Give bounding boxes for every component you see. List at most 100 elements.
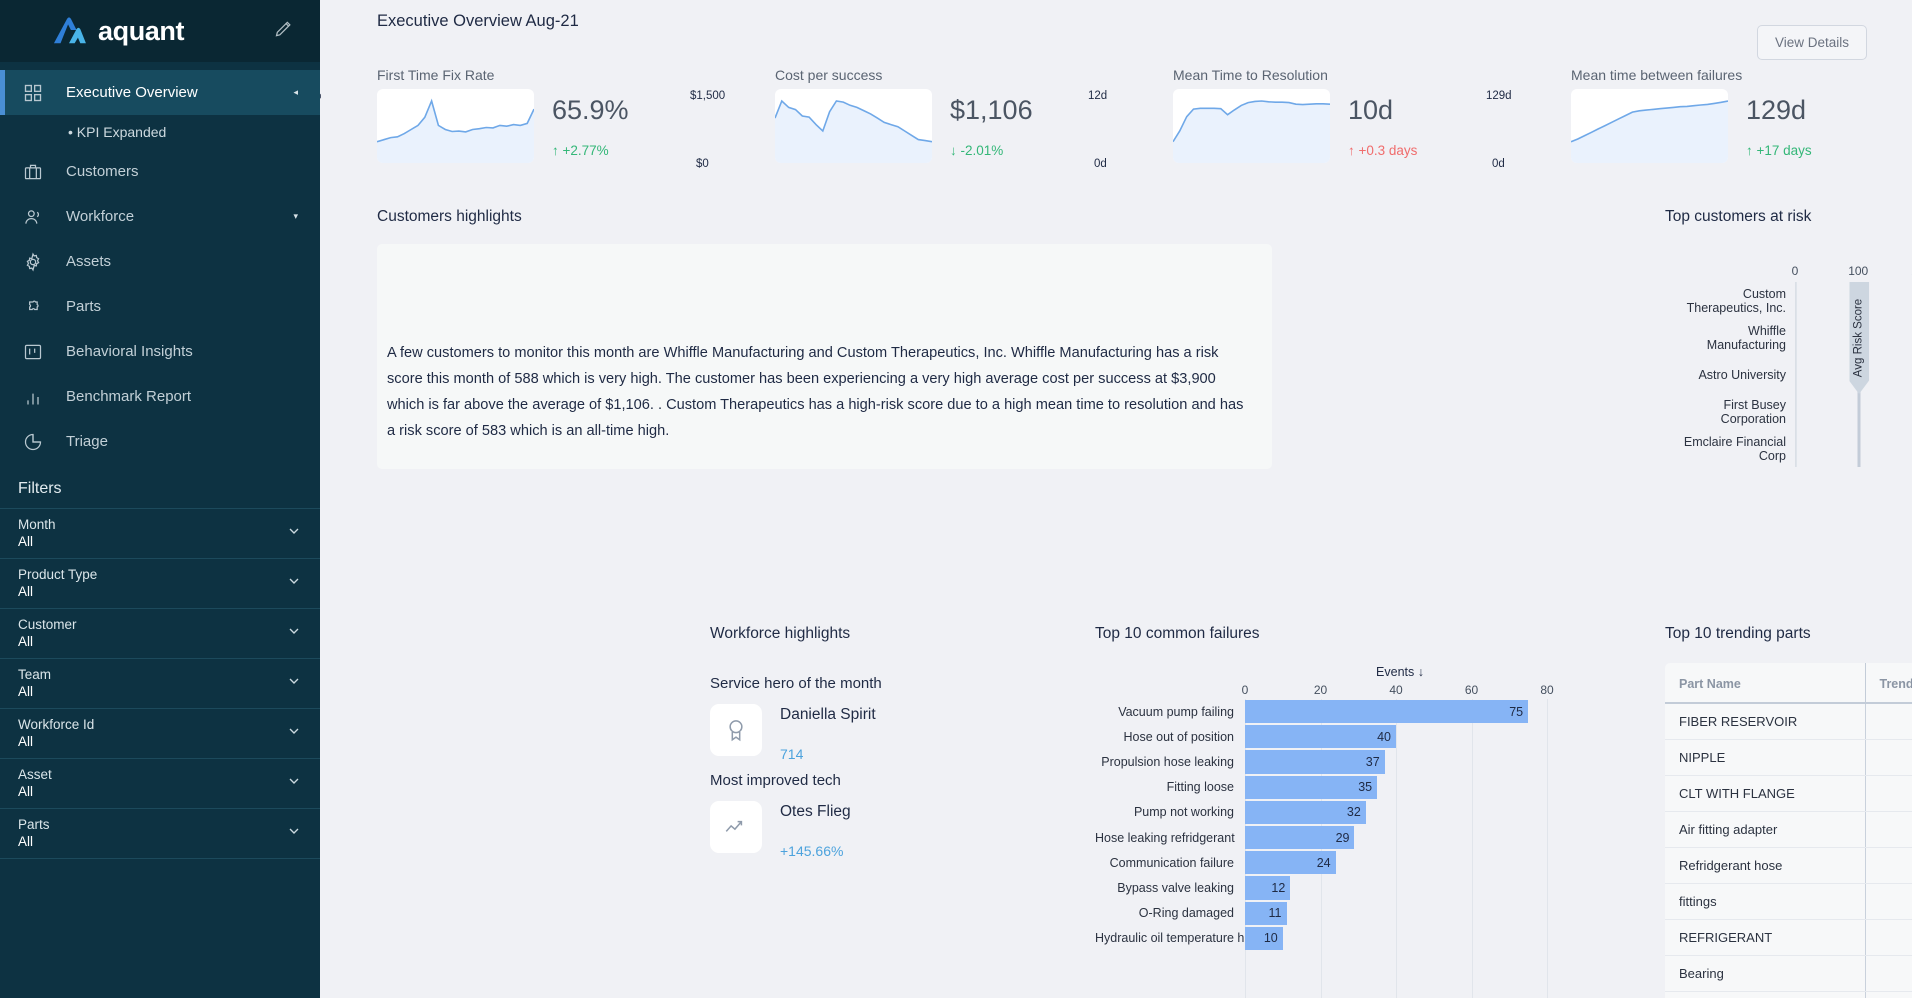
- board-icon: [18, 342, 48, 362]
- table-row[interactable]: REFRIGERANT17.92.6%: [1665, 919, 1912, 956]
- kpi-card-3[interactable]: Mean Time to Resolution 10d ↑ +0.3 days 12d…: [1088, 62, 1514, 180]
- filter-value: All: [18, 784, 34, 799]
- failure-label: Hydraulic oil temperature hi: [1095, 931, 1248, 946]
- most-improved-label: Most improved tech: [710, 772, 841, 789]
- risk-row[interactable]: First Busey Corporation: [1666, 393, 1912, 430]
- gridline: [1396, 699, 1397, 998]
- kpi-title: Cost per success: [775, 67, 883, 83]
- risk-plot-area: Custom Therapeutics, Inc. Whiffle Manufac…: [1684, 282, 1912, 467]
- failure-bar[interactable]: 11: [1245, 901, 1287, 925]
- sidebar-item-kpi-expanded[interactable]: • KPI Expanded: [0, 115, 320, 149]
- sidebar-item-parts[interactable]: Parts: [0, 284, 320, 329]
- axis-tick-label: 0: [1241, 683, 1249, 697]
- filter-workforce-id[interactable]: Workforce Id All: [0, 708, 320, 758]
- table-row[interactable]: fittings20.422.6%: [1665, 883, 1912, 920]
- people-icon: [18, 207, 48, 227]
- risk-row[interactable]: Emclaire Financial Corp: [1666, 430, 1912, 467]
- chevron-down-icon[interactable]: [286, 673, 302, 694]
- table-row[interactable]: NIPPLE23.217.1%: [1665, 739, 1912, 776]
- filter-team[interactable]: Team All: [0, 658, 320, 708]
- chevron-left-icon[interactable]: ◂: [293, 87, 298, 97]
- sidebar-item-workforce[interactable]: Workforce ▾: [0, 194, 320, 239]
- failure-row[interactable]: Hydraulic oil temperature hi 10: [1095, 926, 1547, 951]
- failure-bar[interactable]: 35: [1245, 775, 1378, 799]
- sidebar-item-assets[interactable]: Assets: [0, 239, 320, 284]
- filter-asset[interactable]: Asset All: [0, 758, 320, 808]
- failure-row[interactable]: Hose leaking refridgerant 29: [1095, 825, 1547, 850]
- column-header-part-name[interactable]: Part Name: [1665, 663, 1865, 704]
- filter-label: Asset: [18, 767, 52, 782]
- filter-parts[interactable]: Parts All: [0, 808, 320, 859]
- risk-row[interactable]: Custom Therapeutics, Inc.: [1666, 282, 1912, 319]
- failures-x-ticks: 0 20 40 60 80: [1241, 683, 1554, 698]
- table-row[interactable]: Hydr. quick coupler socket15.814.2%: [1665, 991, 1912, 998]
- chevron-down-icon[interactable]: ▾: [293, 211, 298, 221]
- column-header-trend-score[interactable]: Trend Score ↓: [1864, 663, 1912, 704]
- failure-bar[interactable]: 10: [1245, 926, 1283, 950]
- table-row[interactable]: Refridgerant hose20.812.4%: [1665, 847, 1912, 884]
- sidebar-item-customers[interactable]: Customers: [0, 149, 320, 194]
- failure-row[interactable]: Propulsion hose leaking 37: [1095, 749, 1547, 774]
- table-row[interactable]: Air fitting adapter21112.7%: [1665, 811, 1912, 848]
- failure-row[interactable]: Pump not working 32: [1095, 800, 1547, 825]
- failure-bar-wrap: 35: [1245, 775, 1547, 800]
- kpi-axis-bottom: 0d: [1492, 158, 1505, 170]
- failure-row[interactable]: Communication failure 24: [1095, 850, 1547, 875]
- kpi-title: Mean Time to Resolution: [1173, 67, 1328, 83]
- table-row[interactable]: CLT WITH FLANGE21.77.7%: [1665, 775, 1912, 812]
- failure-row[interactable]: Vacuum pump failing 75: [1095, 699, 1547, 724]
- pencil-icon[interactable]: [274, 19, 294, 44]
- chevron-down-icon[interactable]: [286, 723, 302, 744]
- avg-risk-score-marker: Avg Risk Score: [1849, 282, 1870, 467]
- chevron-down-icon[interactable]: [286, 773, 302, 794]
- failure-bar[interactable]: 40: [1245, 725, 1396, 749]
- failure-bar[interactable]: 37: [1245, 750, 1385, 774]
- trend-up-icon: [710, 801, 762, 853]
- gridline: [1471, 699, 1473, 998]
- avg-risk-score-label: Avg Risk Score: [1853, 298, 1866, 378]
- sidebar-item-label: Parts: [66, 298, 102, 315]
- chevron-down-icon[interactable]: [286, 623, 302, 644]
- risk-row[interactable]: Whiffle Manufacturing: [1666, 319, 1912, 356]
- failure-row[interactable]: Bypass valve leaking 12: [1095, 875, 1547, 900]
- chevron-down-icon[interactable]: [286, 573, 302, 594]
- kpi-card-4[interactable]: Mean time between failures 129d ↑ +17 days…: [1486, 62, 1912, 180]
- risk-row[interactable]: Astro University: [1666, 356, 1912, 393]
- filter-value: All: [18, 684, 34, 699]
- table-row[interactable]: Bearing16.62.9%: [1665, 955, 1912, 992]
- filter-customer[interactable]: Customer All: [0, 608, 320, 658]
- failure-bar-wrap: 40: [1245, 724, 1547, 749]
- failure-bar-wrap: 24: [1245, 850, 1547, 875]
- sidebar-item-label: Benchmark Report: [66, 388, 192, 405]
- filter-month[interactable]: Month All: [0, 508, 320, 558]
- trend-score-cell: 23.2: [1864, 739, 1912, 776]
- failure-bar[interactable]: 12: [1245, 876, 1291, 900]
- chevron-down-icon[interactable]: [286, 523, 302, 544]
- failure-row[interactable]: Hose out of position 40: [1095, 724, 1547, 749]
- most-improved-value[interactable]: +145.66%: [780, 843, 844, 859]
- part-name-cell: Bearing: [1665, 955, 1865, 992]
- sidebar-item-label: Workforce: [66, 208, 135, 225]
- filter-value: All: [18, 834, 34, 849]
- failure-bar-wrap: 32: [1245, 800, 1547, 825]
- service-hero-value[interactable]: 714: [780, 746, 804, 762]
- failure-row[interactable]: Fitting loose 35: [1095, 775, 1547, 800]
- failure-row[interactable]: O-Ring damaged 11: [1095, 901, 1547, 926]
- chevron-down-icon[interactable]: [286, 823, 302, 844]
- sidebar-item-behavioral-insights[interactable]: Behavioral Insights: [0, 329, 320, 374]
- failure-bar[interactable]: 32: [1245, 800, 1366, 824]
- customers-highlights-card: A few customers to monitor this month ar…: [377, 244, 1272, 469]
- failure-label: Bypass valve leaking: [1117, 880, 1234, 895]
- sidebar-item-triage[interactable]: Triage: [0, 419, 320, 464]
- view-details-button[interactable]: View Details: [1757, 25, 1867, 60]
- sidebar-item-benchmark-report[interactable]: Benchmark Report: [0, 374, 320, 419]
- table-row[interactable]: FIBER RESERVOIR104.44.7%: [1665, 703, 1912, 740]
- trend-score-cell: 20.4: [1864, 883, 1912, 920]
- sidebar-item-executive-overview[interactable]: Executive Overview ◂: [0, 70, 320, 115]
- kpi-card-2[interactable]: Cost per success $1,106 ↓ -2.01% $1,500 $0: [690, 62, 1116, 180]
- filter-product-type[interactable]: Product Type All: [0, 558, 320, 608]
- failure-bar[interactable]: 75: [1245, 700, 1529, 724]
- failure-bar[interactable]: 29: [1245, 826, 1355, 850]
- failure-bar[interactable]: 24: [1245, 851, 1336, 875]
